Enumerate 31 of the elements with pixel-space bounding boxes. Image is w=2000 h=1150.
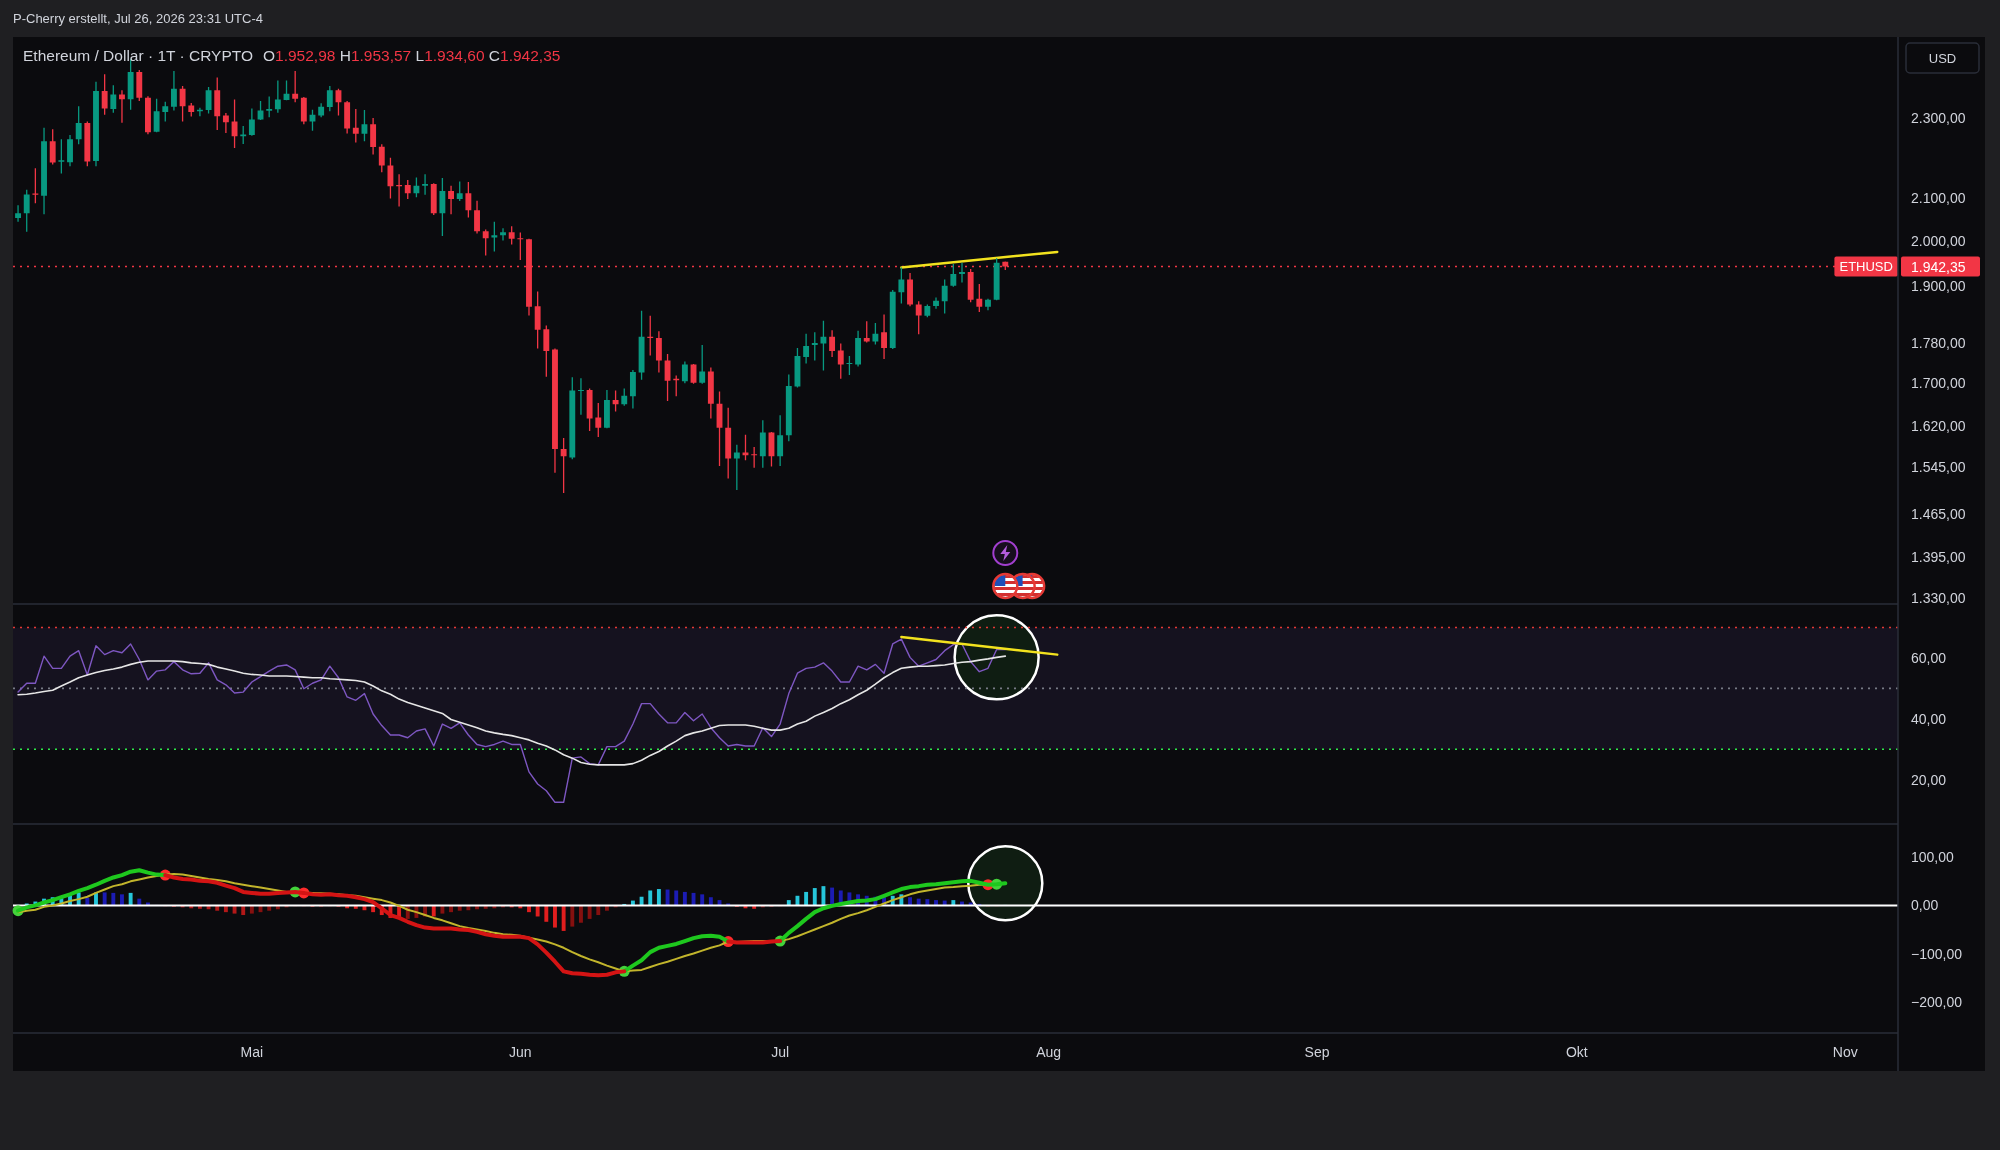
x-tick-label: Jun	[509, 1044, 532, 1060]
y-tick-label: 40,00	[1911, 710, 1947, 727]
y-tick-label: 20,00	[1911, 771, 1947, 788]
y-tick-label: 1.465,00	[1911, 505, 1966, 522]
y-tick-label: 2.100,00	[1911, 190, 1966, 207]
y-tick-label: 60,00	[1911, 649, 1947, 666]
y-tick-label: 1.545,00	[1911, 459, 1966, 476]
y-tick-label: 2.000,00	[1911, 232, 1966, 249]
y-tick-label: 1.900,00	[1911, 277, 1966, 294]
y-tick-label: 1.780,00	[1911, 335, 1966, 352]
text: P-Cherry erstellt, Jul 26, 2026 23:31 UTC-4	[13, 10, 263, 26]
y-tick-label: 1.700,00	[1911, 375, 1966, 392]
y-tick-label: −100,00	[1911, 945, 1963, 962]
text: O1.952,98 H1.953,57 L1.934,60 C1.942,35	[263, 46, 561, 64]
x-tick-label: Sep	[1304, 1044, 1330, 1060]
x-tick-label: Jul	[771, 1044, 790, 1060]
y-tick-label: 2.300,00	[1911, 110, 1966, 127]
y-tick-label: 1.395,00	[1911, 548, 1966, 565]
y-tick-label: −200,00	[1911, 993, 1963, 1010]
text: Ethereum / Dollar · 1T · CRYPTO	[23, 46, 253, 64]
y-tick-label: 1.620,00	[1911, 417, 1966, 434]
x-tick-label: Mai	[240, 1044, 264, 1060]
y-tick-label: 1.330,00	[1911, 590, 1966, 607]
x-tick-label: Okt	[1565, 1044, 1588, 1060]
y-tick-label: 0,00	[1911, 897, 1939, 914]
x-tick-label: Nov	[1832, 1044, 1858, 1060]
y-axis-title: USD	[1928, 50, 1957, 66]
ref-line-label: ETHUSD	[1839, 259, 1893, 275]
y-tick-label: 100,00	[1911, 849, 1955, 866]
y-tick-label: 1.942,35	[1911, 258, 1966, 275]
x-tick-label: Aug	[1036, 1044, 1062, 1060]
